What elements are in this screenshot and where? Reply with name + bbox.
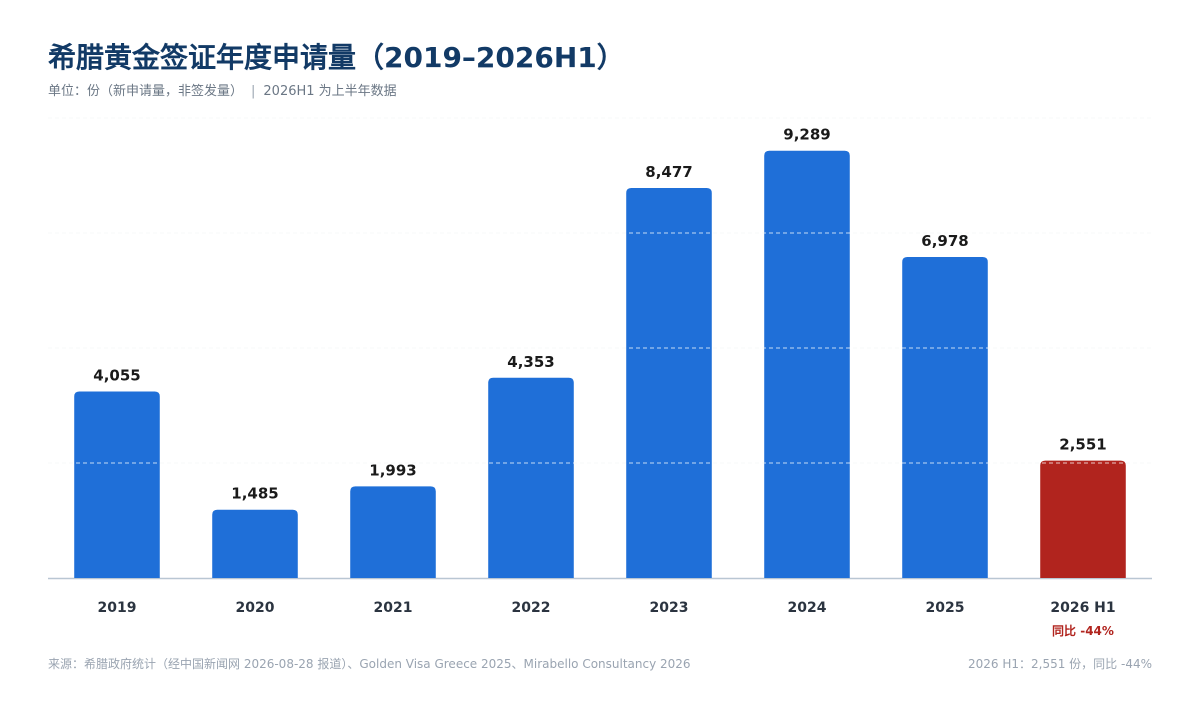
bar-2021 <box>350 486 436 578</box>
x-tick-label: 2022 <box>512 600 551 616</box>
x-tick-label: 2021 <box>374 600 413 616</box>
grid-overlay-layer <box>48 117 1152 464</box>
subtitle-separator: | <box>251 84 256 99</box>
bar-2023 <box>626 188 712 579</box>
chart-subtitle: 单位：份（新申请量，非签发量） | 2026H1 为上半年数据 <box>48 80 397 99</box>
x-tick-label: 2020 <box>236 600 275 616</box>
value-label: 8,477 <box>645 163 692 181</box>
value-label: 4,055 <box>93 366 140 384</box>
summary-note: 2026 H1：2,551 份，同比 -44% <box>968 657 1152 671</box>
value-label: 1,993 <box>369 461 416 479</box>
yoy-annotation: 同比 -44% <box>1052 623 1114 638</box>
x-tick-label: 2024 <box>788 600 827 616</box>
value-label: 4,353 <box>507 353 554 371</box>
value-label: 9,289 <box>783 126 830 144</box>
value-label: 6,978 <box>921 232 968 250</box>
x-tick-label: 2026 H1 <box>1050 600 1115 616</box>
bar-2022 <box>488 377 574 578</box>
value-label: 1,485 <box>231 485 278 503</box>
bar-2026-h1 <box>1040 460 1126 578</box>
bar-2020 <box>212 509 298 578</box>
value-label: 2,551 <box>1059 436 1106 454</box>
bar-2024 <box>764 150 850 578</box>
bar-2025 <box>902 257 988 578</box>
x-tick-label: 2025 <box>926 600 965 616</box>
x-tick-label: 2019 <box>98 600 137 616</box>
subtitle-unit: 单位：份（新申请量，非签发量） <box>48 84 244 99</box>
bar-2019 <box>74 391 160 578</box>
label-layer: 4,055 2019 1,485 2020 1,993 2021 4,353 2022 8,47… <box>93 126 1115 638</box>
subtitle-note: 2026H1 为上半年数据 <box>263 84 397 99</box>
chart-title: 希腊黄金签证年度申请量（2019–2026H1） <box>48 41 625 74</box>
x-tick-label: 2023 <box>650 600 689 616</box>
bar-layer <box>74 150 1126 579</box>
source-note: 来源：希腊政府统计（经中国新闻网 2026-08-28 报道）、Golden V… <box>48 657 691 671</box>
